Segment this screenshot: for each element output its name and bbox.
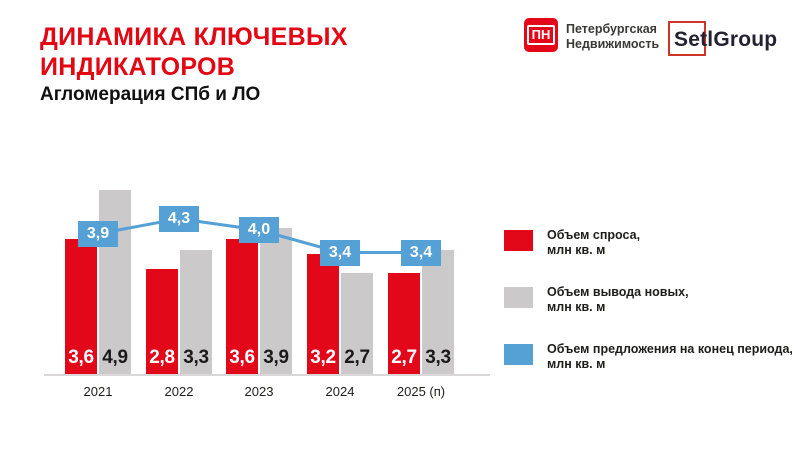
demand-bar [226,239,258,374]
pn-logo-name-line2: Недвижимость [566,37,660,51]
stock-point-label: 3,4 [401,239,441,266]
pn-logo-name-line1: Петербургская [566,22,657,36]
demand-value-label: 3,6 [68,347,94,368]
year-label: 2021 [83,384,113,399]
new-supply-bar [180,250,212,374]
new-supply-value-label: 3,3 [425,347,451,368]
legend-item-stock-label: Объем предложения на конец периода, млн … [547,342,793,372]
stock-swatch-icon [504,344,533,365]
demand-swatch-icon [504,230,533,251]
new-supply-value-label: 4,9 [102,347,128,368]
year-label: 2022 [164,384,194,399]
year-label: 2025 (п) [396,384,446,399]
legend-demand-line1: Объем спроса, [547,228,641,242]
demand-value-label: 3,6 [229,347,255,368]
legend-item-demand: Объем спроса, млн кв. м [504,228,800,258]
page-title-line1: ДИНАМИКА КЛЮЧЕВЫХ [40,23,348,51]
demand-bar [307,254,339,374]
year-label: 2024 [325,384,355,399]
page-title: ДИНАМИКА КЛЮЧЕВЫХ ИНДИКАТОРОВ [40,22,348,82]
new-supply-value-label: 2,7 [344,347,370,368]
x-axis-line [44,374,490,376]
setl-square-icon [668,21,706,56]
stock-line [97,217,421,254]
new-supply-bar [422,250,454,374]
page-subtitle: Агломерация СПб и ЛО [40,84,261,105]
page-title-line2: ИНДИКАТОРОВ [40,53,236,81]
new-supply-value-label: 3,3 [183,347,209,368]
pn-monogram: ПН [526,25,556,45]
demand-value-label: 2,7 [391,347,417,368]
legend-item-new-supply: Объем вывода новых, млн кв. м [504,285,800,315]
key-indicators-chart: 3,6 4,9 2021 2,8 3,3 2022 3,6 3,9 2023 3,2 2,7 2024… [40,148,495,410]
legend-stock-line2: млн кв. м [547,357,606,371]
stock-point-label: 3,9 [78,220,118,247]
demand-bar [388,272,420,374]
stock-point-label: 4,0 [239,217,279,243]
setl-group-logo: SetlGroup [668,20,793,58]
demand-value-label: 2,8 [149,347,175,368]
pn-logo-name: Петербургская Недвижимость [566,22,659,52]
legend-item-new-supply-label: Объем вывода новых, млн кв. м [547,285,689,315]
legend-new-supply-line1: Объем вывода новых, [547,285,689,299]
new-supply-swatch-icon [504,287,533,308]
new-supply-bar [341,272,373,374]
demand-value-label: 3,2 [310,347,336,368]
stock-point-label: 3,4 [320,239,360,266]
setl-wordmark: SetlGroup [674,28,778,51]
demand-bar [65,239,97,374]
legend-item-demand-label: Объем спроса, млн кв. м [547,228,640,258]
new-supply-value-label: 3,9 [263,347,289,368]
year-label: 2023 [244,384,274,399]
demand-bar [146,269,178,374]
legend-new-supply-line2: млн кв. м [547,300,606,314]
legend-item-stock: Объем предложения на конец периода, млн … [504,342,800,372]
legend-stock-line1: Объем предложения на конец периода, [547,342,793,356]
new-supply-bar [260,227,292,374]
pn-logo-icon: ПН [524,18,558,52]
legend-demand-line2: млн кв. м [547,243,606,257]
stock-point-label: 4,3 [159,205,199,232]
chart-legend: Объем спроса, млн кв. м Объем вывода нов… [504,228,800,399]
